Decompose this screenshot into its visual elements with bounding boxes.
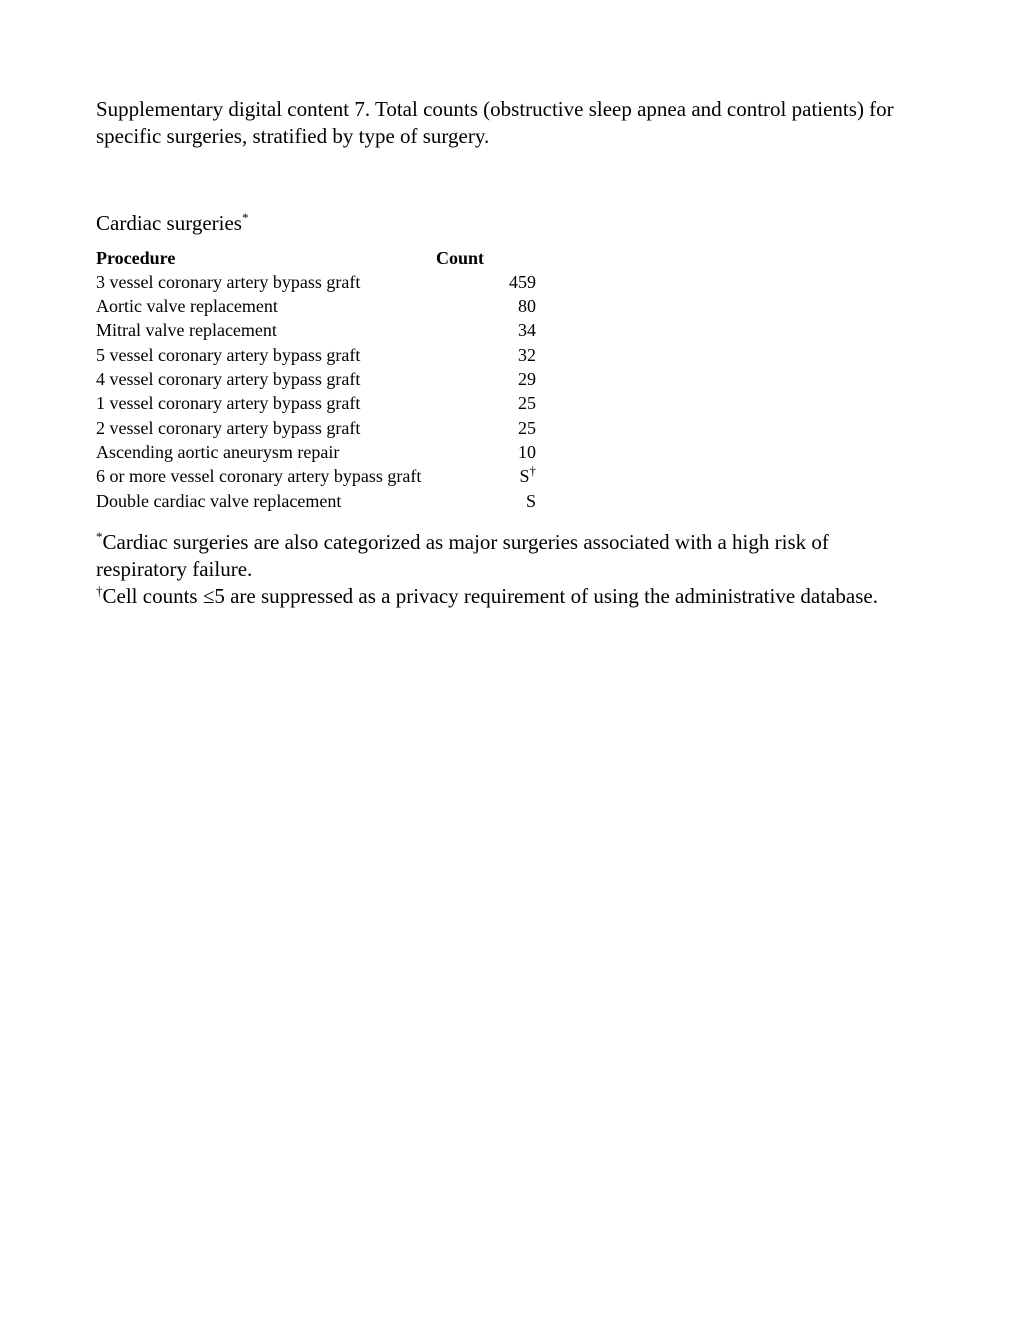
cell-count: 10 (436, 440, 536, 464)
count-value: 34 (518, 320, 536, 340)
cell-procedure: Ascending aortic aneurysm repair (96, 440, 436, 464)
count-value: 25 (518, 393, 536, 413)
cell-procedure: Double cardiac valve replacement (96, 489, 436, 513)
footnote-b: †Cell counts ≤5 are suppressed as a priv… (96, 583, 924, 610)
count-value: 29 (518, 369, 536, 389)
intro-paragraph: Supplementary digital content 7. Total c… (96, 96, 924, 151)
cell-count: 32 (436, 343, 536, 367)
section-title: Cardiac surgeries* (96, 211, 924, 236)
cell-procedure: 6 or more vessel coronary artery bypass … (96, 464, 436, 488)
header-count: Count (436, 246, 536, 270)
table-row: 4 vessel coronary artery bypass graft 29 (96, 367, 924, 391)
count-value: S (526, 491, 536, 511)
count-sup: † (530, 463, 537, 478)
table-row: Double cardiac valve replacement S (96, 489, 924, 513)
header-procedure: Procedure (96, 246, 436, 270)
table-row: 2 vessel coronary artery bypass graft 25 (96, 416, 924, 440)
cell-procedure: Mitral valve replacement (96, 318, 436, 342)
cell-procedure: 5 vessel coronary artery bypass graft (96, 343, 436, 367)
cell-procedure: 1 vessel coronary artery bypass graft (96, 391, 436, 415)
cell-procedure: 4 vessel coronary artery bypass graft (96, 367, 436, 391)
cell-count: 459 (436, 270, 536, 294)
cell-procedure: 3 vessel coronary artery bypass graft (96, 270, 436, 294)
footnote-a-text: Cardiac surgeries are also categorized a… (96, 530, 829, 581)
cell-count: S (436, 489, 536, 513)
count-value: 32 (518, 345, 536, 365)
cell-count: S† (436, 464, 536, 488)
table-row: 1 vessel coronary artery bypass graft 25 (96, 391, 924, 415)
table-row: 6 or more vessel coronary artery bypass … (96, 464, 924, 488)
table-row: Aortic valve replacement 80 (96, 294, 924, 318)
cell-count: 29 (436, 367, 536, 391)
count-value: 459 (509, 272, 536, 292)
cell-procedure: 2 vessel coronary artery bypass graft (96, 416, 436, 440)
cell-count: 80 (436, 294, 536, 318)
count-value: 80 (518, 296, 536, 316)
table-row: Ascending aortic aneurysm repair 10 (96, 440, 924, 464)
footnote-a: *Cardiac surgeries are also categorized … (96, 529, 924, 584)
footnote-b-text: Cell counts ≤5 are suppressed as a priva… (103, 584, 878, 608)
count-value: 25 (518, 418, 536, 438)
table-row: 3 vessel coronary artery bypass graft 45… (96, 270, 924, 294)
cell-count: 25 (436, 416, 536, 440)
table-row: Mitral valve replacement 34 (96, 318, 924, 342)
count-value: 10 (518, 442, 536, 462)
count-value: S (519, 466, 529, 486)
cell-count: 25 (436, 391, 536, 415)
table-header-row: Procedure Count (96, 246, 924, 270)
procedure-table: Procedure Count 3 vessel coronary artery… (96, 246, 924, 513)
section-title-sup: * (242, 210, 249, 225)
cell-count: 34 (436, 318, 536, 342)
section-title-text: Cardiac surgeries (96, 211, 242, 235)
table-row: 5 vessel coronary artery bypass graft 32 (96, 343, 924, 367)
cell-procedure: Aortic valve replacement (96, 294, 436, 318)
